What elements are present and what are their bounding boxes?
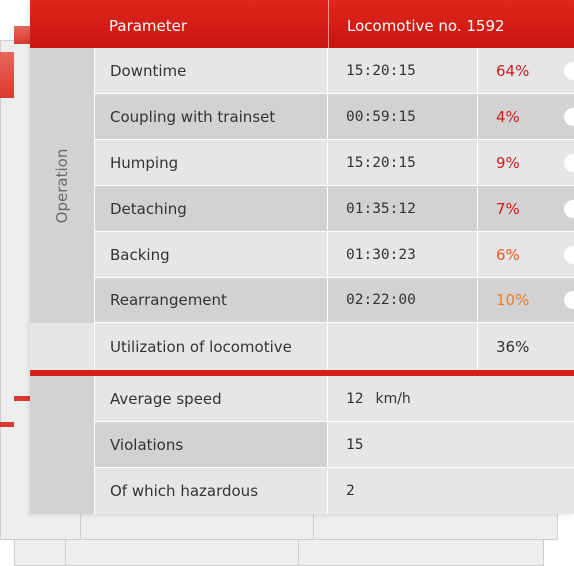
row-percent: 6% (496, 245, 520, 264)
background-divider-edge (14, 396, 30, 401)
stat-row-average-speed[interactable]: Average speed 12 km/h (95, 376, 574, 422)
row-time: 01:35:12 (328, 186, 478, 231)
row-toggle-knob[interactable] (564, 107, 574, 126)
table-row[interactable]: Detaching 01:35:12 7% (95, 186, 574, 232)
background-cell-divider (298, 540, 299, 566)
row-toggle-knob[interactable] (564, 291, 574, 309)
row-toggle-knob[interactable] (564, 199, 574, 218)
operation-group-column: Operation (30, 48, 95, 323)
utilization-row[interactable]: Utilization of locomotive 36% (95, 323, 574, 370)
row-name: Rearrangement (95, 278, 328, 322)
locomotive-table: Parameter Locomotive no. 1592 Operation … (30, 0, 574, 514)
background-cell-divider (313, 514, 314, 540)
row-name: Downtime (95, 48, 328, 93)
average-speed-value-cell: 12 km/h (328, 376, 574, 421)
section-divider (30, 370, 574, 376)
row-name: Coupling with trainset (95, 94, 328, 139)
stats-side-column (30, 376, 95, 514)
average-speed-label: Average speed (95, 376, 328, 421)
table-row[interactable]: Rearrangement 02:22:00 10% (95, 278, 574, 323)
background-header-edge (14, 26, 30, 44)
row-percent: 64% (496, 61, 530, 80)
average-speed-unit: km/h (375, 390, 411, 407)
row-time: 02:22:00 (328, 278, 478, 322)
row-toggle-knob[interactable] (564, 153, 574, 172)
header-parameter: Parameter (109, 17, 188, 35)
utilization-empty-cell (328, 323, 478, 370)
row-time: 00:59:15 (328, 94, 478, 139)
row-toggle-knob[interactable] (564, 61, 574, 80)
row-percent: 4% (496, 107, 520, 126)
row-time: 15:20:15 (328, 140, 478, 185)
row-time: 15:20:15 (328, 48, 478, 93)
background-cell-divider (80, 514, 81, 540)
row-percent: 7% (496, 199, 520, 218)
row-name: Backing (95, 232, 328, 277)
violations-value: 15 (328, 422, 574, 467)
row-toggle-knob[interactable] (564, 245, 574, 264)
row-name: Detaching (95, 186, 328, 231)
average-speed-value: 12 (346, 390, 364, 407)
table-row[interactable]: Humping 15:20:15 9% (95, 140, 574, 186)
table-header: Parameter Locomotive no. 1592 (30, 0, 574, 48)
background-divider-edge (0, 422, 14, 427)
row-time: 01:30:23 (328, 232, 478, 277)
row-name: Humping (95, 140, 328, 185)
utilization-side-cell (30, 323, 95, 370)
table-row[interactable]: Coupling with trainset 00:59:15 4% (95, 94, 574, 140)
table-row[interactable]: Downtime 15:20:15 64% (95, 48, 574, 94)
hazardous-label: Of which hazardous (95, 468, 328, 514)
stat-row-hazardous[interactable]: Of which hazardous 2 (95, 468, 574, 514)
hazardous-value: 2 (346, 483, 355, 499)
stat-row-violations[interactable]: Violations 15 (95, 422, 574, 468)
background-cell-divider (65, 540, 66, 566)
utilization-percent: 36% (496, 337, 530, 356)
header-locomotive: Locomotive no. 1592 (347, 17, 505, 35)
background-header-edge (0, 52, 14, 98)
row-percent: 10% (496, 291, 530, 309)
operation-group-label: Operation (53, 148, 71, 223)
utilization-name: Utilization of locomotive (95, 323, 328, 370)
header-separator (328, 0, 329, 48)
violations-label: Violations (95, 422, 328, 467)
row-percent: 9% (496, 153, 520, 172)
table-row[interactable]: Backing 01:30:23 6% (95, 232, 574, 278)
